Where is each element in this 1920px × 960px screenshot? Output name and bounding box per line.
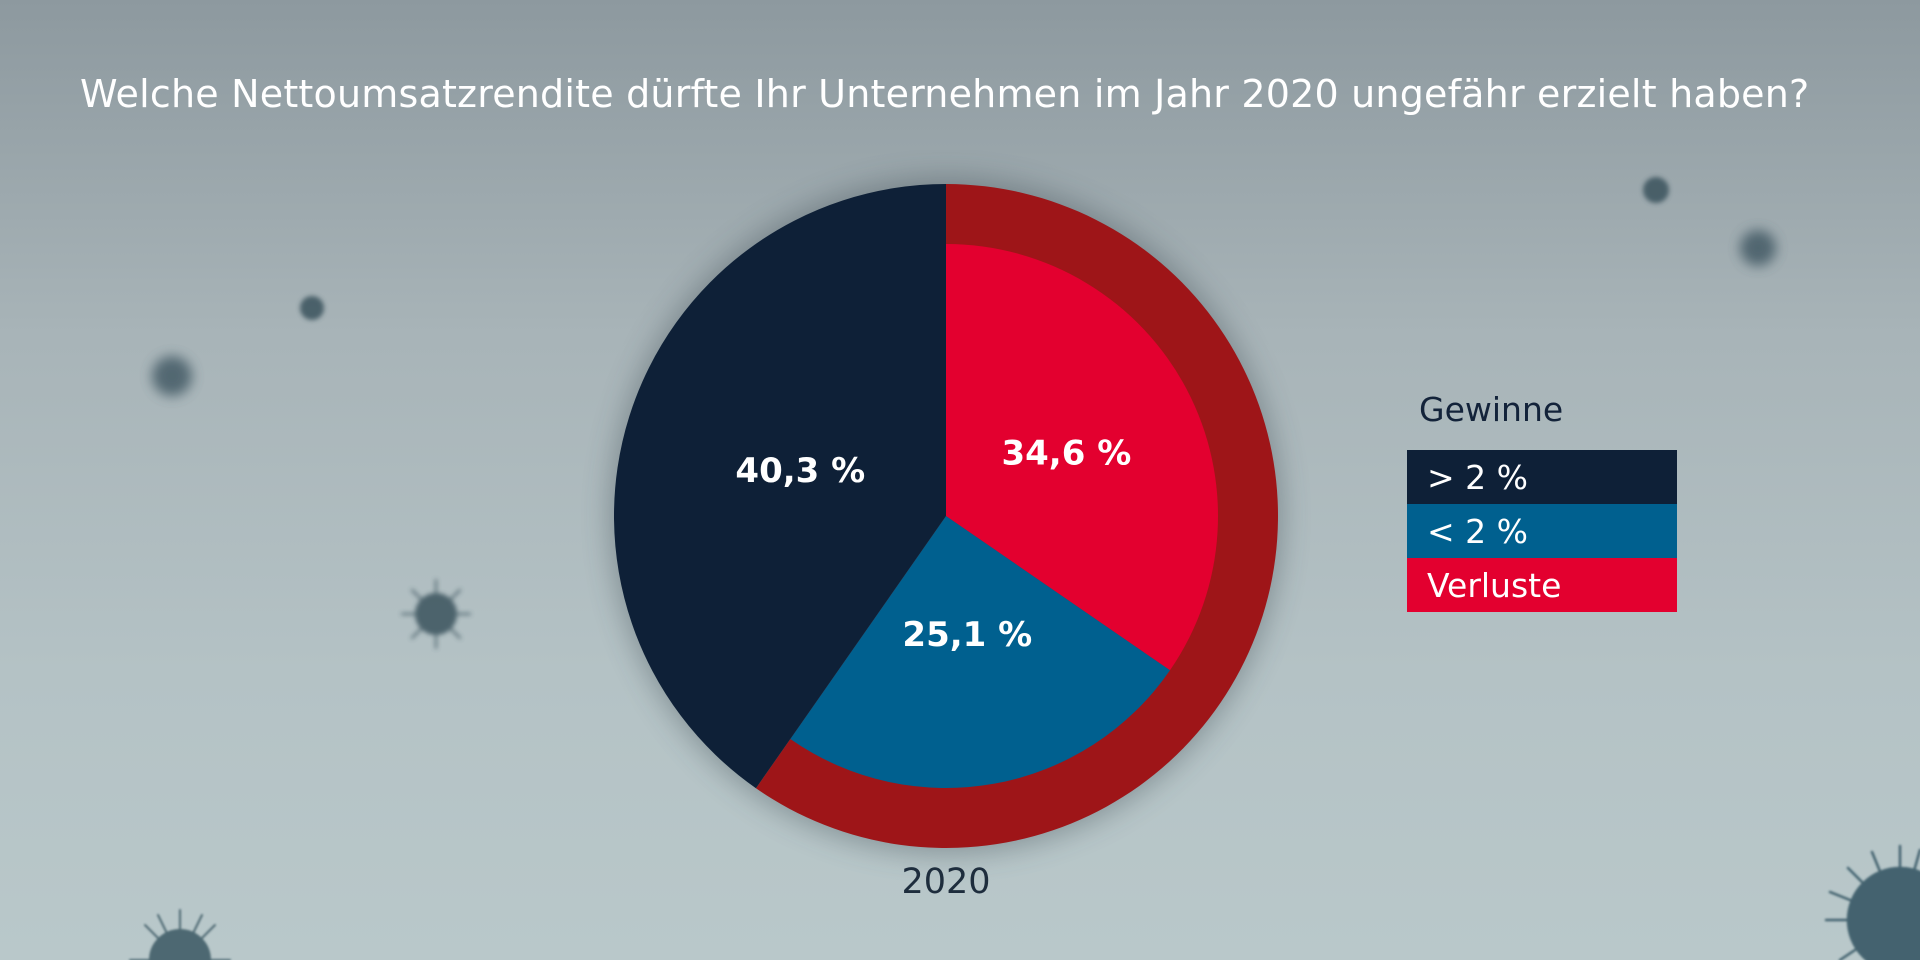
virus-particle-icon (129, 909, 231, 960)
virus-particle-icon (300, 177, 1669, 320)
legend: Gewinne > 2 % < 2 % Verluste (1407, 386, 1677, 612)
pie-slice (790, 516, 1171, 789)
legend-item-verluste: Verluste (1407, 558, 1677, 612)
legend-item-label: > 2 % (1427, 458, 1528, 497)
virus-particle-icon (1824, 844, 1920, 960)
pie-slice (613, 183, 946, 789)
slice-data-label: 25,1 % (902, 615, 1032, 655)
slice-data-label: 40,3 % (735, 451, 865, 491)
legend-item-gt2: > 2 % (1407, 450, 1677, 504)
virus-particle-icon (401, 579, 471, 649)
slice-data-label: 34,6 % (1001, 434, 1131, 474)
legend-title: Gewinne (1419, 390, 1564, 429)
legend-item-label: < 2 % (1427, 512, 1528, 551)
legend-item-label: Verluste (1427, 566, 1562, 605)
category-label: 2020 (901, 862, 991, 902)
legend-item-lt2: < 2 % (1407, 504, 1677, 558)
chart-title: Welche Nettoumsatzrendite dürfte Ihr Unt… (80, 72, 1810, 116)
pie-chart: 34,6 % 25,1 % 40,3 % (610, 178, 1282, 854)
virus-particle-icon (152, 230, 1776, 396)
pie-slice (946, 244, 1218, 671)
